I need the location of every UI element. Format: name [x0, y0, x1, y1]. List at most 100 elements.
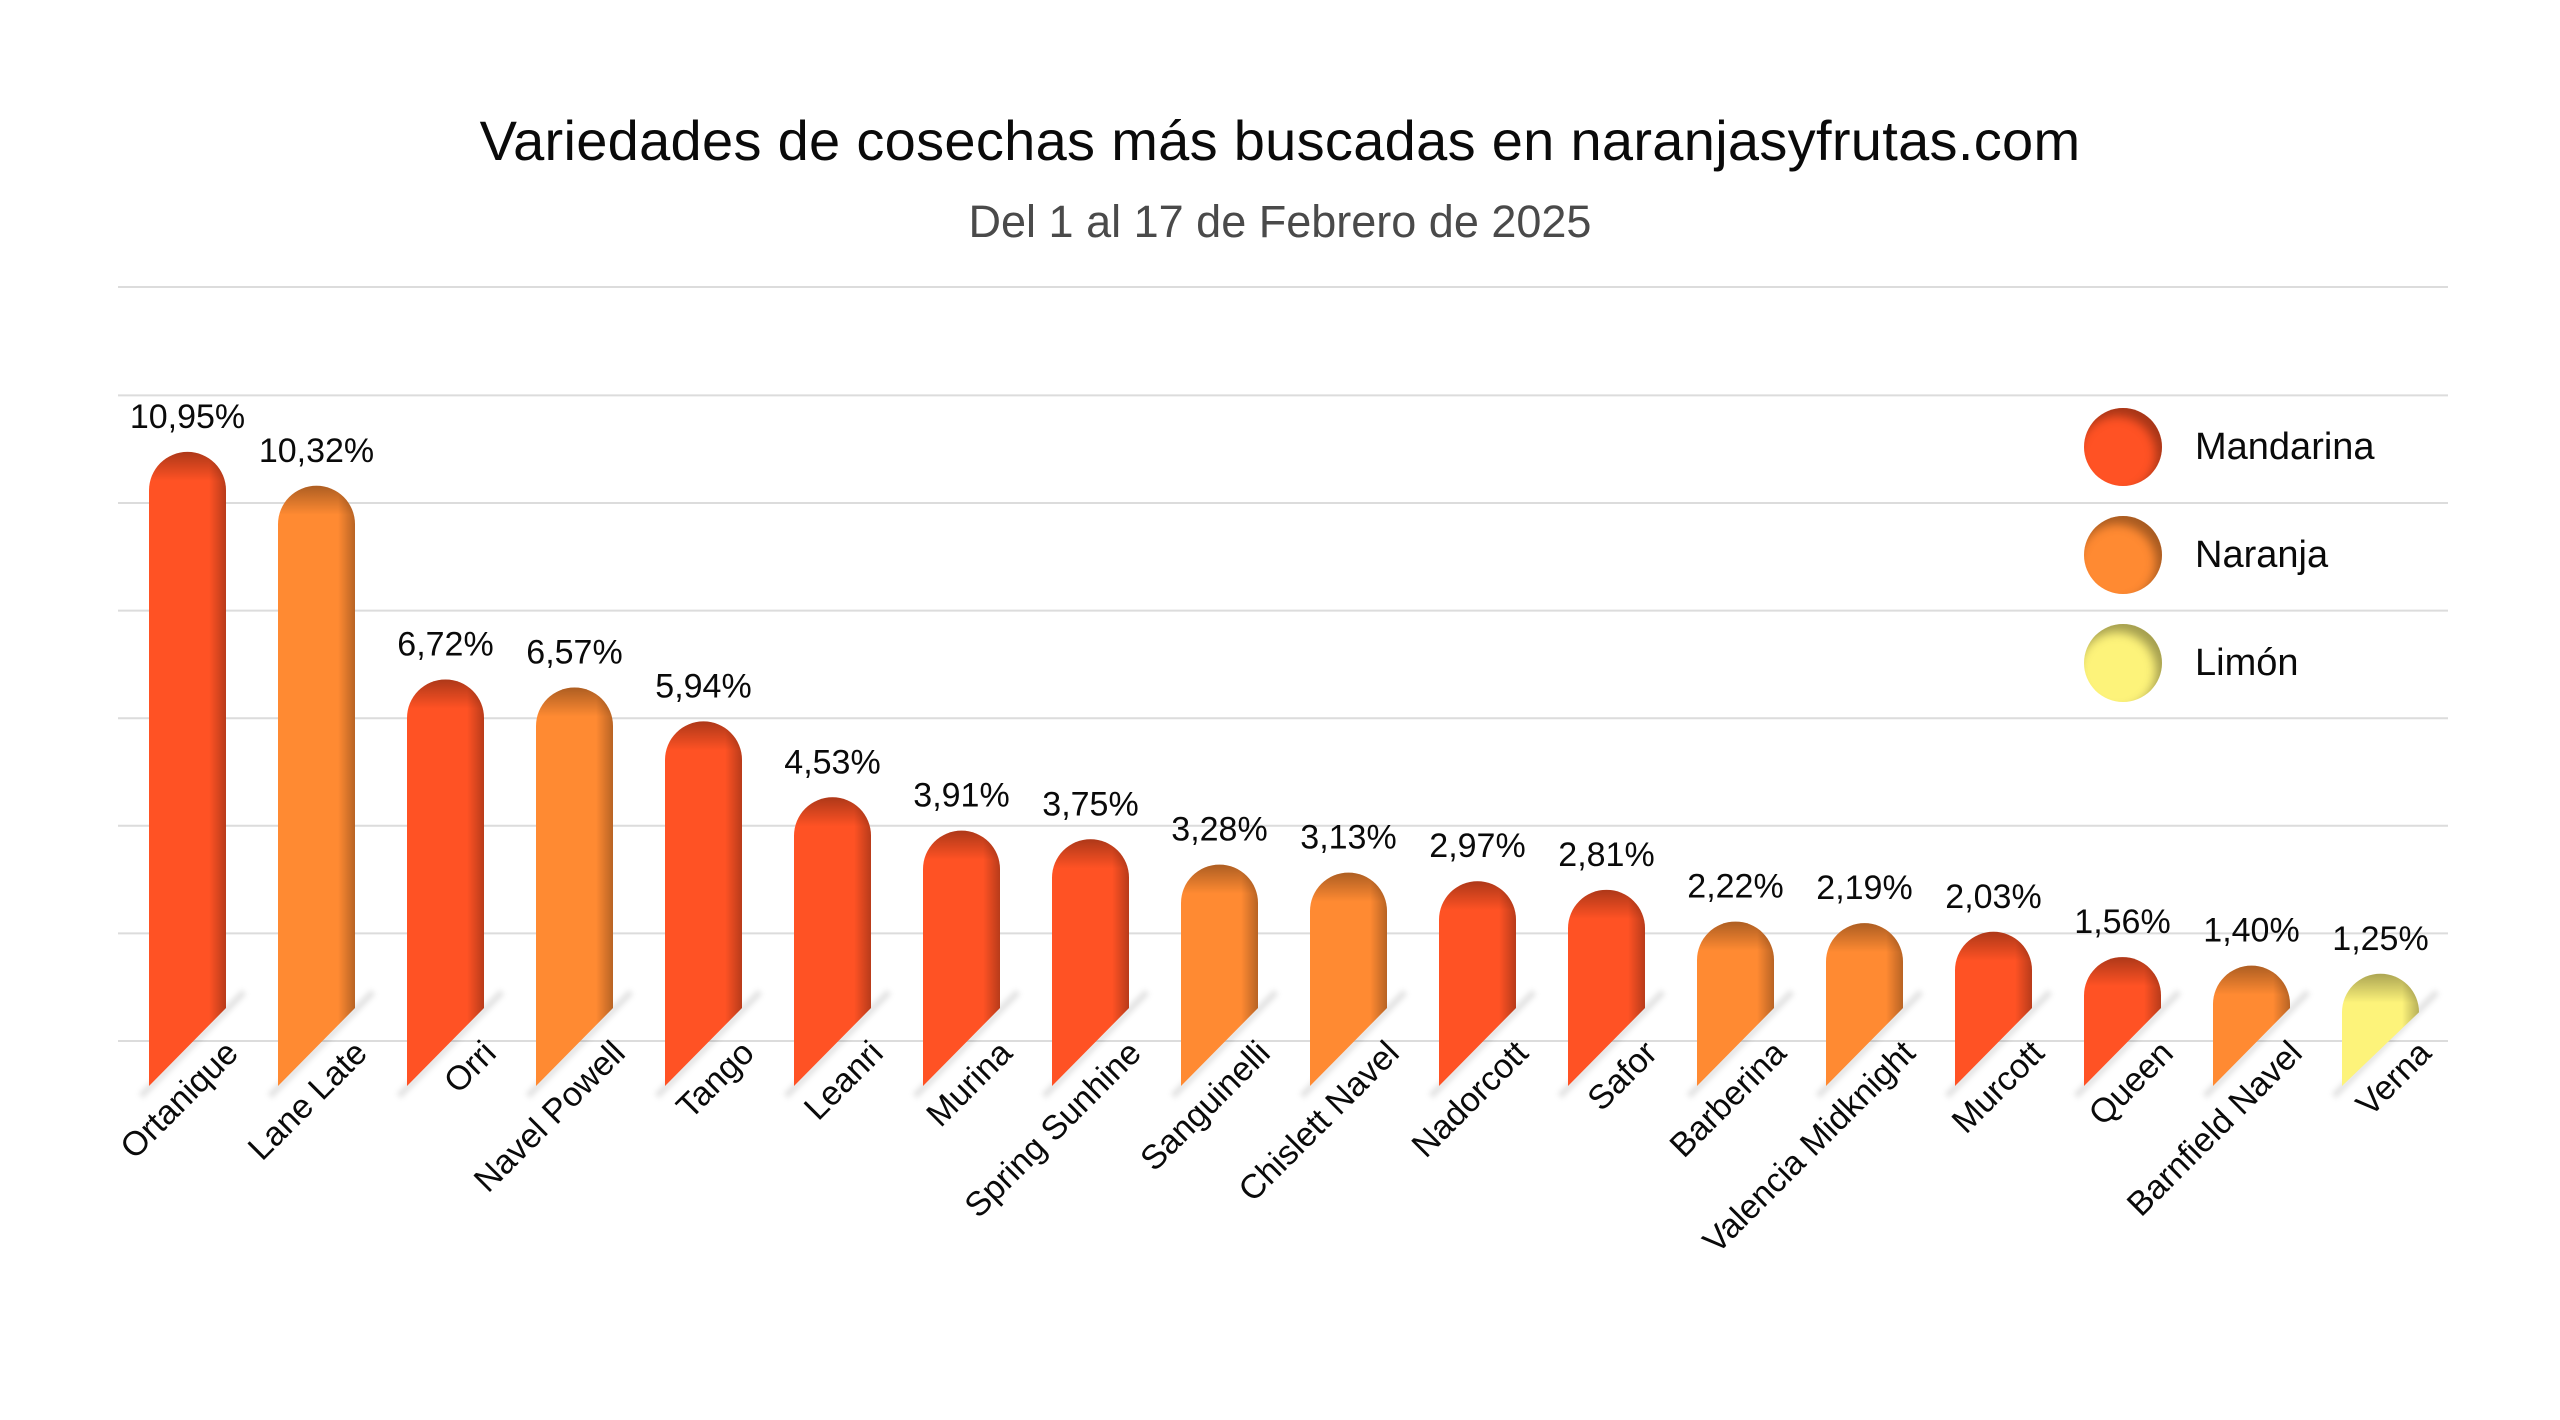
value-label: 1,25%	[2332, 920, 2428, 958]
bar-cut-shadow	[1686, 989, 1795, 1099]
bar-cap-shade	[1697, 921, 1774, 971]
bar-cut-shadow	[783, 989, 892, 1099]
bar-edge-shade	[536, 687, 613, 1086]
chart-title: Variedades de cosechas más buscadas en n…	[479, 109, 2081, 172]
bar-ortanique[interactable]	[138, 451, 247, 1099]
bar-cap-shade	[536, 687, 613, 737]
value-label: 2,03%	[1945, 878, 2041, 916]
bar-safor[interactable]	[1557, 889, 1666, 1099]
bar-cap-shade	[923, 830, 1000, 880]
bar-cut-shadow	[912, 989, 1021, 1099]
bar-edge-shade	[149, 451, 226, 1086]
bar-cut-shadow	[1944, 989, 2053, 1099]
bars	[138, 451, 2440, 1099]
value-label: 3,91%	[913, 777, 1009, 815]
bar-nadorcott[interactable]	[1428, 881, 1537, 1099]
bar-cut-shadow	[525, 989, 634, 1099]
bar-cap-shade	[1310, 872, 1387, 922]
value-label: 4,53%	[784, 743, 880, 781]
bar-cut-shadow	[138, 989, 247, 1099]
value-label: 10,32%	[259, 432, 374, 470]
bar-cap-shade	[1181, 864, 1258, 914]
bar-edge-shade	[1181, 864, 1258, 1086]
bar-edge-shade	[407, 679, 484, 1086]
bar-leanri[interactable]	[783, 797, 892, 1099]
bar-cap-shade	[1052, 839, 1129, 888]
bar-cap-shade	[278, 485, 355, 535]
bar-chislett-navel[interactable]	[1299, 872, 1408, 1099]
bar-edge-shade	[1439, 881, 1516, 1086]
bar-cut-shadow	[1557, 989, 1666, 1099]
category-label: Valencia Midknight	[1696, 1033, 1923, 1260]
value-label: 2,22%	[1687, 868, 1783, 906]
value-label: 2,81%	[1558, 836, 1654, 874]
value-labels: 10,95% 10,32% 6,72% 6,57% 5,94% 4,53% 3,91% 3,7…	[130, 398, 2429, 958]
value-label: 1,40%	[2203, 912, 2299, 950]
bar-edge-shade	[794, 797, 871, 1086]
bar-navel-powell[interactable]	[525, 687, 634, 1099]
value-label: 6,57%	[526, 634, 622, 672]
value-label: 3,75%	[1042, 785, 1138, 823]
bar-edge-shade	[1310, 872, 1387, 1086]
legend-swatch-naranja	[2084, 516, 2162, 594]
bar-cut-shadow	[267, 989, 376, 1099]
bar-cap-shade	[1568, 889, 1645, 939]
bar-cut-shadow	[654, 989, 763, 1099]
bar-valencia-midknight[interactable]	[1815, 923, 1924, 1099]
value-label: 3,13%	[1300, 819, 1396, 857]
chart-subtitle: Del 1 al 17 de Febrero de 2025	[968, 196, 1592, 247]
legend-swatch-mandarina	[2084, 408, 2162, 486]
legend-item-naranja[interactable]: Naranja	[2084, 516, 2484, 594]
bar-cut-shadow	[2202, 989, 2311, 1099]
value-label: 3,28%	[1171, 811, 1267, 849]
value-label: 6,72%	[397, 625, 493, 663]
header-separator	[118, 286, 2448, 288]
bar-sanguinelli[interactable]	[1170, 864, 1279, 1099]
bar-barnfield-navel[interactable]	[2202, 965, 2311, 1099]
bar-cap-shade	[1955, 931, 2032, 981]
bar-cut-shadow	[1170, 989, 1279, 1099]
bar-verna[interactable]	[2331, 973, 2440, 1099]
bar-cap-shade	[1439, 881, 1516, 930]
bar-orri[interactable]	[396, 679, 505, 1099]
value-label: 10,95%	[130, 398, 245, 436]
bar-lane-late[interactable]	[267, 485, 376, 1099]
gridlines	[118, 394, 2448, 1042]
bar-edge-shade	[1568, 889, 1645, 1086]
bar-edge-shade	[665, 721, 742, 1086]
bar-cut-shadow	[396, 989, 505, 1099]
bar-cap-shade	[2342, 973, 2419, 1023]
legend-item-limon[interactable]: Limón	[2084, 624, 2484, 702]
bar-murina[interactable]	[912, 830, 1021, 1099]
bar-cut-shadow	[1299, 989, 1408, 1099]
bar-cap-shade	[1826, 923, 1903, 972]
bar-cap-shade	[407, 679, 484, 728]
bar-edge-shade	[278, 485, 355, 1086]
bar-edge-shade	[923, 830, 1000, 1086]
bar-barberina[interactable]	[1686, 921, 1795, 1099]
bar-cut-shadow	[1428, 989, 1537, 1099]
value-label: 1,56%	[2074, 903, 2170, 941]
legend-label: Naranja	[2195, 534, 2329, 576]
value-label: 5,94%	[655, 667, 751, 705]
bar-cut-shadow	[1041, 989, 1150, 1099]
legend-label: Limón	[2195, 642, 2299, 684]
bar-cap-shade	[665, 721, 742, 770]
value-label: 2,97%	[1429, 827, 1525, 865]
bar-cap-shade	[2084, 957, 2161, 1006]
bar-cut-shadow	[2073, 989, 2182, 1099]
bar-edge-shade	[1052, 839, 1129, 1086]
bar-queen[interactable]	[2073, 957, 2182, 1099]
bar-murcott[interactable]	[1944, 931, 2053, 1099]
bar-cap-shade	[794, 797, 871, 846]
legend-swatch-limon	[2084, 624, 2162, 702]
bar-cut-shadow	[1815, 989, 1924, 1099]
bar-tango[interactable]	[654, 721, 763, 1099]
bar-cap-shade	[149, 451, 226, 501]
value-label: 2,19%	[1816, 869, 1912, 907]
bar-spring-sunhine[interactable]	[1041, 839, 1150, 1099]
bar-cap-shade	[2213, 965, 2290, 1015]
legend-label: Mandarina	[2195, 426, 2375, 468]
legend-item-mandarina[interactable]: Mandarina	[2084, 408, 2484, 486]
